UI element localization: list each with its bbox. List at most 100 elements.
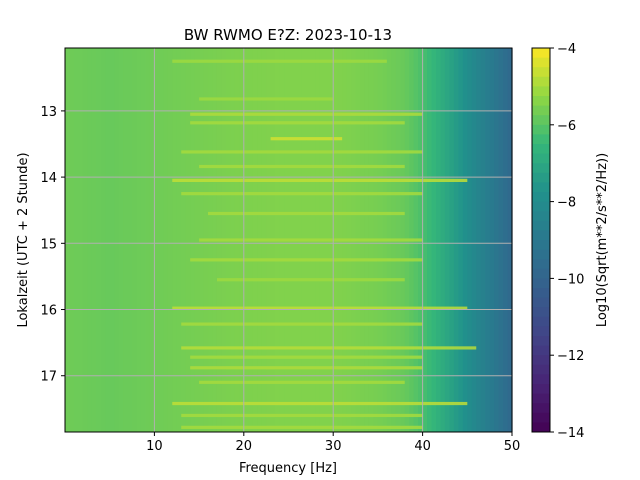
- colorbar-segment: [532, 307, 550, 318]
- heatmap-band: [190, 355, 423, 359]
- heatmap-column: [82, 48, 88, 432]
- heatmap-band: [181, 425, 423, 429]
- colorbar-segment: [532, 297, 550, 308]
- heatmap-column: [167, 48, 173, 432]
- colorbar-segments: [532, 48, 550, 433]
- colorbar-segment: [532, 96, 550, 107]
- colorbar-segment: [532, 48, 550, 59]
- colorbar: −4 −6 −8 −10 −12 −14: [531, 42, 584, 441]
- heatmap-column: [427, 48, 433, 432]
- colorbar-segment: [532, 336, 550, 347]
- heatmap-column: [507, 48, 513, 432]
- colorbar-segment: [532, 345, 550, 356]
- colorbar-segment: [532, 57, 550, 68]
- heatmap-band: [199, 238, 423, 242]
- heatmap-column: [476, 48, 482, 432]
- heatmap-column: [96, 48, 102, 432]
- colorbar-segment: [532, 268, 550, 279]
- colorbar-tick-label: −6: [557, 119, 576, 134]
- heatmap-band: [181, 150, 423, 154]
- colorbar-segment: [532, 182, 550, 193]
- chart-title: BW RWMO E?Z: 2023-10-13: [184, 26, 392, 44]
- plot-area: [64, 47, 513, 433]
- heatmap-column: [127, 48, 133, 432]
- colorbar-segment: [532, 163, 550, 174]
- heatmap-column: [65, 48, 71, 432]
- colorbar-segment: [532, 115, 550, 126]
- colorbar-tick-label: −14: [557, 426, 584, 441]
- colorbar-segment: [532, 144, 550, 155]
- colorbar-segment: [532, 105, 550, 116]
- heatmap-column: [467, 48, 473, 432]
- heatmap-column: [431, 48, 437, 432]
- heatmap-column: [158, 48, 164, 432]
- colorbar-frame: [531, 47, 551, 433]
- colorbar-segment: [532, 374, 550, 385]
- heatmap-column: [471, 48, 477, 432]
- y-tick-label: 16: [40, 304, 57, 319]
- colorbar-segment: [532, 259, 550, 270]
- colorbar-segment: [532, 384, 550, 395]
- heatmap-column: [458, 48, 464, 432]
- heatmap-band: [199, 97, 334, 101]
- heatmap-column: [462, 48, 468, 432]
- heatmap-column: [444, 48, 451, 432]
- x-axis-label: Frequency [Hz]: [239, 461, 337, 476]
- grid: [65, 48, 512, 432]
- heatmap-band: [172, 401, 468, 406]
- heatmap-column: [163, 48, 169, 432]
- colorbar-segment: [532, 316, 550, 327]
- heatmap-band: [216, 278, 405, 282]
- heatmap-column: [100, 48, 106, 432]
- heatmap-band: [190, 112, 423, 116]
- heatmap-column: [91, 48, 97, 432]
- heatmap-column: [78, 48, 84, 432]
- colorbar-segment: [532, 355, 550, 366]
- colorbar-segment: [532, 192, 550, 203]
- colorbar-segment: [532, 124, 550, 135]
- heatmap-column: [440, 48, 446, 432]
- heatmap-column: [136, 48, 142, 432]
- heatmap-band: [208, 211, 405, 216]
- colorbar-segment: [532, 364, 550, 375]
- colorbar-segment: [532, 134, 550, 145]
- heatmap-band: [190, 258, 423, 262]
- colorbar-label: Log10(Sqrt(m**2/s**2/Hz)): [595, 153, 610, 327]
- heatmap-band: [199, 164, 405, 169]
- y-tick-label: 15: [40, 237, 57, 252]
- heatmap-column: [87, 48, 93, 432]
- heatmap-column: [145, 48, 151, 432]
- heatmap-column: [172, 48, 178, 432]
- heatmap-column: [140, 48, 147, 432]
- colorbar-segment: [532, 172, 550, 183]
- heatmap-column: [190, 48, 196, 432]
- heatmap-band: [181, 413, 423, 418]
- heatmap-column: [194, 48, 200, 432]
- heatmap-column: [480, 48, 486, 432]
- colorbar-segment: [532, 220, 550, 231]
- colorbar-segment: [532, 393, 550, 404]
- heatmap-column: [181, 48, 187, 432]
- colorbar-segment: [532, 153, 550, 164]
- x-tick-label: 10: [146, 439, 163, 454]
- colorbar-tick-label: −12: [557, 349, 584, 364]
- x-tick-label: 50: [504, 439, 521, 454]
- colorbar-segment: [532, 240, 550, 251]
- colorbar-segment: [532, 86, 550, 97]
- heatmap-column: [109, 48, 115, 432]
- colorbar-tick-label: −4: [557, 42, 576, 57]
- colorbar-segment: [532, 201, 550, 212]
- heatmap-band: [172, 306, 468, 310]
- heatmap-column: [453, 48, 459, 432]
- colorbar-tick-label: −8: [557, 196, 576, 211]
- heatmap-band: [172, 59, 387, 63]
- heatmap-column: [114, 48, 120, 432]
- heatmap-column: [498, 48, 504, 432]
- heatmap-column: [154, 48, 160, 432]
- heatmap-column: [494, 48, 500, 432]
- colorbar-segment: [532, 278, 550, 289]
- heatmap-band: [172, 178, 468, 183]
- heatmap-column: [176, 48, 182, 432]
- colorbar-segment: [532, 76, 550, 87]
